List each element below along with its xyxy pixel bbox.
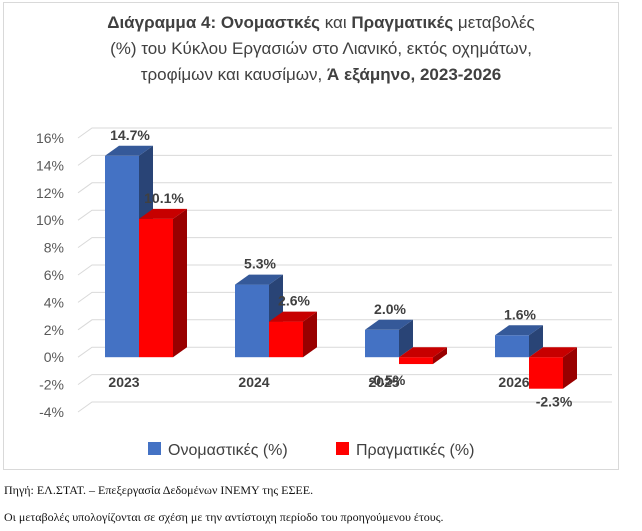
footnote: Οι μεταβολές υπολογίζονται σε σχέση με τ… xyxy=(4,510,444,524)
legend: Ονομαστικές (%) Πραγματικές (%) xyxy=(148,442,474,459)
bar-front xyxy=(399,357,433,365)
bar-top xyxy=(105,145,153,156)
bar-real-2025 xyxy=(399,347,447,365)
title-end-1: μεταβολές xyxy=(453,13,535,32)
legend-label: Ονομαστικές (%) xyxy=(168,442,288,459)
bar-real-2026 xyxy=(529,347,577,389)
category-label: 2023 xyxy=(108,374,139,390)
bar-side xyxy=(563,347,577,389)
bar-front xyxy=(235,284,269,358)
title-bold-2: Πραγματικές xyxy=(351,13,454,32)
gridline xyxy=(77,319,612,331)
y-tick-label: -4% xyxy=(39,404,64,420)
title-bold-1: Διάγραμμα 4: Ονομαστκές xyxy=(107,13,320,32)
bar-front xyxy=(495,335,529,358)
data-labels: 14.7% 10.1% 5.3% 2.6% 2.0% -0.5% 1.6% -2.3% xyxy=(110,127,573,410)
bar-side xyxy=(399,319,413,358)
legend-swatch xyxy=(148,442,161,455)
category-label: 2025 xyxy=(368,374,399,390)
bar-top xyxy=(269,311,317,322)
bar-nominal-2026 xyxy=(495,325,543,358)
bar-side xyxy=(173,208,187,358)
data-label: 14.7% xyxy=(110,127,150,143)
bar-top xyxy=(235,274,283,285)
bar-real-2024 xyxy=(269,311,317,358)
bar-nominal-2025 xyxy=(365,319,413,358)
gridline xyxy=(77,291,612,303)
bar-top xyxy=(365,319,413,330)
y-axis-ticks: -4% -2% 0% 2% 4% 6% 8% 10% 12% 14% 16% xyxy=(36,130,64,420)
y-tick-label: -2% xyxy=(39,377,64,393)
chart-title: Διάγραμμα 4: Ονομαστκές και Πραγματικές … xyxy=(0,10,642,88)
bar-top xyxy=(139,208,187,219)
y-tick-label: 8% xyxy=(44,240,64,256)
y-tick-label: 0% xyxy=(44,349,64,365)
title-line-2: (%) του Κύκλου Εργασιών στο Λιανικό, εκτ… xyxy=(110,39,532,58)
source-note: Πηγή: ΕΛ.ΣΤΑΤ. – Επεξεργασία Δεδομένων Ι… xyxy=(4,483,314,497)
bar-top xyxy=(529,347,577,358)
bar-front xyxy=(105,155,139,358)
gridlines xyxy=(77,127,612,413)
gridline xyxy=(77,237,612,249)
data-label: 2.6% xyxy=(278,293,310,309)
category-label: 2026 xyxy=(498,374,529,390)
gridline xyxy=(77,374,612,386)
bar-top xyxy=(495,325,543,336)
title-line-3: τροφίμων και καυσίμων, Ά εξάμηνο, 2023-2… xyxy=(0,62,642,88)
bar-side xyxy=(433,347,447,365)
gridline xyxy=(77,209,612,221)
gridline xyxy=(77,182,612,194)
data-label: -0.5% xyxy=(369,372,406,388)
data-label: 5.3% xyxy=(244,256,276,272)
legend-swatch xyxy=(336,442,349,455)
bar-front xyxy=(529,357,563,389)
data-label: -2.3% xyxy=(536,394,573,410)
gridline xyxy=(77,401,612,413)
gridline xyxy=(77,264,612,276)
title-mid-1: και xyxy=(319,13,352,32)
legend-item: Ονομαστικές (%) xyxy=(148,442,288,459)
bar-real-2023 xyxy=(139,208,187,358)
legend-item: Πραγματικές (%) xyxy=(336,442,474,459)
legend-label: Πραγματικές (%) xyxy=(356,442,474,459)
data-label: 1.6% xyxy=(504,306,536,322)
title-normal-3: τροφίμων και καυσίμων, xyxy=(140,65,327,84)
y-tick-label: 4% xyxy=(44,294,64,310)
bar-side xyxy=(529,325,543,358)
title-bold-3: Ά εξάμηνο, 2023-2026 xyxy=(327,65,502,84)
y-tick-label: 16% xyxy=(36,130,64,146)
bar-front xyxy=(269,321,303,358)
gridline xyxy=(77,154,612,166)
bar-side xyxy=(303,311,317,358)
y-tick-label: 10% xyxy=(36,212,64,228)
bars xyxy=(105,145,577,389)
bar-front xyxy=(365,329,399,358)
y-tick-label: 14% xyxy=(36,157,64,173)
title-line-1: Διάγραμμα 4: Ονομαστκές και Πραγματικές … xyxy=(0,10,642,36)
y-tick-label: 12% xyxy=(36,185,64,201)
category-label: 2024 xyxy=(238,374,269,390)
data-label: 10.1% xyxy=(144,190,184,206)
bar-front xyxy=(139,218,173,358)
bar-top xyxy=(399,347,447,358)
x-axis-categories: 2023 2024 2025 2026 xyxy=(108,374,529,390)
gridline xyxy=(77,127,612,139)
y-tick-label: 2% xyxy=(44,322,64,338)
data-label: 2.0% xyxy=(374,301,406,317)
y-tick-label: 6% xyxy=(44,267,64,283)
